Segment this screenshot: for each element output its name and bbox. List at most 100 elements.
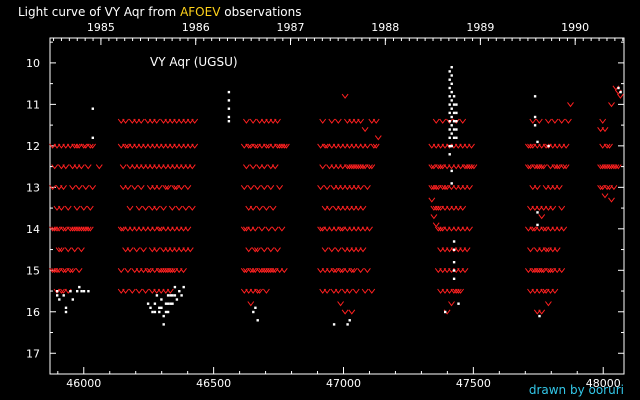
observation-point [91, 107, 94, 110]
upper-limit-mark [364, 143, 371, 149]
upper-limit-mark [330, 268, 338, 274]
upper-limit-mark [448, 164, 455, 170]
upper-limit-mark [551, 118, 559, 124]
upper-limit-mark [374, 135, 382, 141]
upper-limit-mark [538, 268, 546, 274]
upper-limit-mark [317, 226, 324, 232]
upper-limit-mark [251, 226, 259, 232]
upper-limit-mark [339, 164, 347, 170]
upper-limit-mark [191, 143, 199, 149]
upper-limit-mark [446, 118, 453, 124]
upper-limit-mark [73, 205, 81, 211]
upper-limit-mark [350, 268, 358, 274]
upper-limit-mark [562, 164, 570, 170]
upper-limit-mark [166, 288, 174, 294]
upper-limit-mark [249, 268, 257, 274]
observation-point [450, 66, 453, 69]
observation-point [448, 128, 451, 131]
observation-point [448, 103, 451, 106]
observation-point [87, 290, 90, 293]
upper-limit-mark [155, 226, 163, 232]
observation-point [166, 310, 170, 314]
upper-limit-mark [538, 309, 546, 315]
y-tick-label: 17 [26, 347, 40, 360]
upper-limit-mark [614, 164, 622, 170]
upper-limit-mark [60, 226, 67, 232]
observation-point [180, 294, 183, 297]
upper-limit-mark [538, 214, 546, 220]
upper-limit-mark [267, 247, 275, 253]
observation-point [162, 314, 165, 318]
upper-limit-mark [348, 268, 356, 274]
upper-limit-mark [263, 205, 270, 211]
upper-limit-mark [271, 164, 279, 170]
upper-limit-mark [254, 288, 261, 294]
observation-point [56, 290, 59, 293]
observation-point [448, 153, 451, 156]
observation-point [450, 124, 453, 127]
upper-limit-mark [122, 288, 129, 294]
upper-limit-mark [78, 164, 85, 170]
observation-point [452, 136, 456, 139]
observation-point [538, 314, 541, 318]
observation-point [448, 120, 451, 123]
upper-limit-mark [337, 226, 344, 232]
observation-point [158, 310, 161, 314]
upper-limit-mark [457, 288, 464, 294]
upper-limit-mark [441, 185, 449, 191]
upper-limit-mark [540, 288, 548, 294]
upper-limit-mark [153, 118, 161, 124]
upper-limit-mark [60, 268, 67, 274]
upper-limit-mark [551, 288, 559, 294]
upper-limit-mark [339, 226, 347, 232]
upper-limit-mark [58, 205, 65, 211]
upper-limit-mark [245, 143, 253, 149]
upper-limit-mark [608, 197, 615, 203]
upper-limit-mark [267, 185, 275, 191]
upper-limit-mark [260, 164, 268, 170]
observation-point [448, 136, 451, 139]
observation-point [536, 140, 539, 144]
upper-limit-mark [60, 185, 67, 191]
upper-limit-mark [341, 93, 349, 99]
upper-limit-mark [249, 164, 257, 170]
observation-point [452, 269, 456, 272]
upper-limit-mark [276, 268, 283, 274]
upper-limit-mark [428, 197, 436, 203]
upper-limit-mark [89, 185, 96, 191]
upper-limit-mark [247, 185, 255, 191]
observation-point [56, 294, 59, 297]
upper-limit-mark [323, 226, 331, 232]
upper-limit-mark [361, 288, 369, 294]
upper-limit-mark [184, 185, 192, 191]
upper-limit-mark [64, 247, 72, 253]
upper-limit-mark [553, 247, 561, 253]
observation-point [158, 306, 161, 309]
upper-limit-mark [82, 185, 90, 191]
upper-limit-mark [323, 143, 331, 149]
observation-point [536, 211, 539, 214]
upper-limit-mark [565, 118, 572, 124]
upper-limit-mark [86, 226, 94, 232]
observation-point [455, 103, 458, 106]
upper-limit-mark [137, 185, 145, 191]
observation-point [227, 115, 231, 119]
upper-limit-mark [89, 143, 96, 149]
observation-point [448, 78, 451, 81]
upper-limit-mark [545, 301, 552, 307]
upper-limit-mark [173, 247, 181, 253]
upper-limit-mark [372, 118, 380, 124]
upper-limit-mark [430, 214, 438, 220]
observation-point [452, 261, 456, 264]
upper-limit-mark [339, 185, 347, 191]
observation-point [182, 285, 185, 289]
upper-limit-mark [346, 288, 353, 294]
upper-limit-mark [142, 288, 149, 294]
upper-limit-mark [271, 226, 279, 232]
upper-limit-mark [357, 268, 364, 274]
upper-limit-mark [525, 164, 532, 170]
observation-point [452, 128, 456, 131]
upper-limit-mark [432, 118, 440, 124]
year-tick-label: 1990 [561, 21, 589, 34]
